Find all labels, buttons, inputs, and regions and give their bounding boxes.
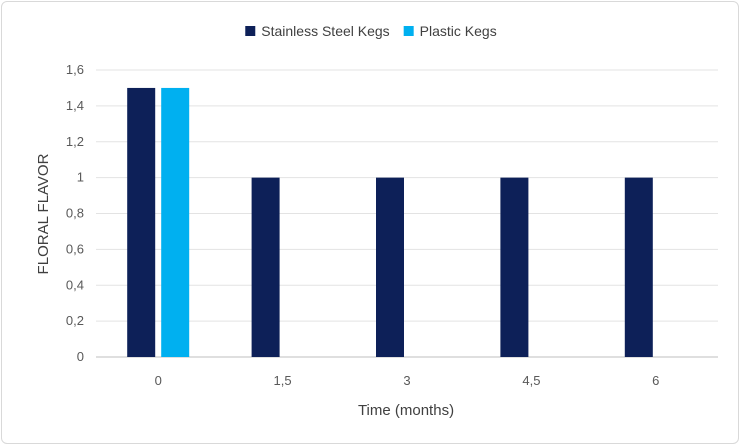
y-axis-tick-labels: 0 0,2 0,4 0,6 0,8 1 1,2 1,4 1,6 [66,62,84,364]
y-tick-label: 0,8 [66,206,84,221]
x-axis-tick-labels: 0 1,5 3 4,5 6 [155,373,660,388]
y-tick-label: 0,4 [66,277,84,292]
bar-stainless-steel-kegs-4 [624,177,653,357]
y-tick-label: 0,6 [66,241,84,256]
bar-plastic-kegs-0 [161,87,190,357]
legend-label: Plastic Kegs [420,23,497,39]
legend-label: Stainless Steel Kegs [261,23,389,39]
legend-swatch [245,26,256,36]
y-tick-label: 1,6 [66,62,84,77]
bars [127,87,653,357]
bar-stainless-steel-kegs-0 [127,87,156,357]
x-tick-label: 0 [155,373,162,388]
y-tick-label: 1 [77,170,84,185]
x-tick-label: 4,5 [522,373,540,388]
legend: Stainless Steel Kegs Plastic Kegs [245,23,497,39]
x-tick-label: 6 [652,373,659,388]
bar-stainless-steel-kegs-3 [500,177,529,357]
y-tick-label: 0 [77,349,84,364]
x-tick-label: 3 [403,373,410,388]
y-tick-label: 1,4 [66,98,84,113]
bar-stainless-steel-kegs-1 [251,177,280,357]
y-axis-title: FLORAL FLAVOR [35,153,52,274]
legend-swatch [403,26,414,36]
y-tick-label: 0,2 [66,313,84,328]
gridlines [96,69,718,358]
bar-stainless-steel-kegs-2 [376,177,404,357]
x-tick-label: 1,5 [274,373,292,388]
y-tick-label: 1,2 [66,134,84,149]
x-axis-title: Time (months) [358,402,454,419]
